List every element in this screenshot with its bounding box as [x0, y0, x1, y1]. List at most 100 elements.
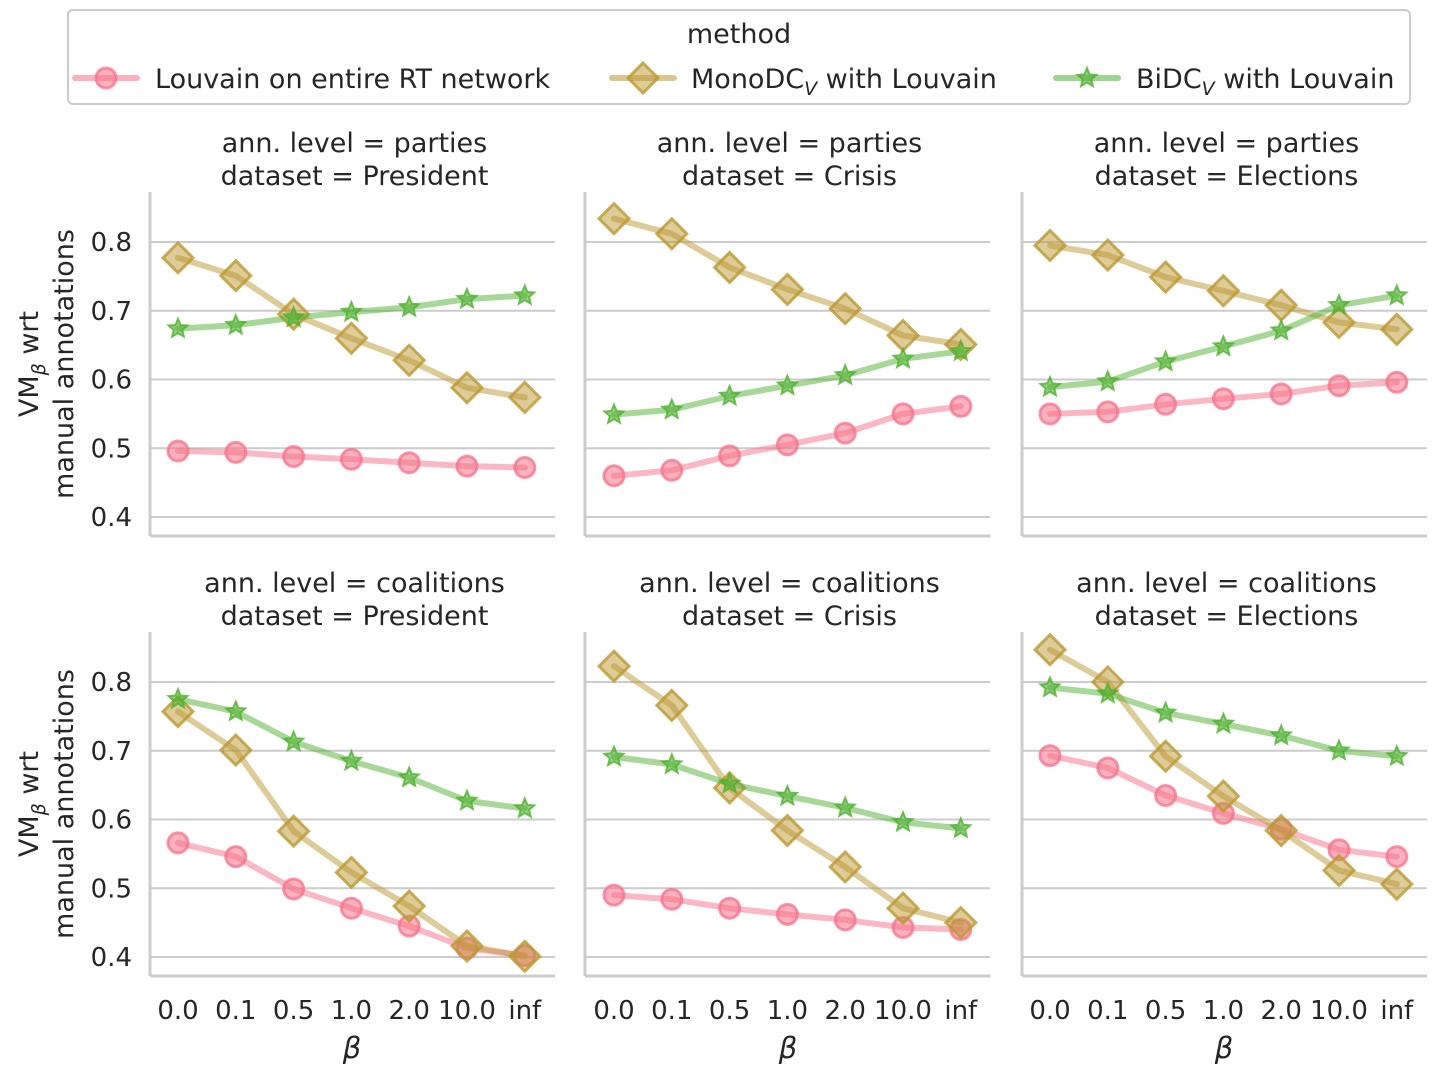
data-point-bidc-6	[1384, 282, 1409, 306]
data-point-louvain-2	[282, 445, 306, 468]
data-point-mono-dc-4	[392, 343, 427, 378]
series-bidc	[166, 282, 537, 339]
data-point-louvain-3	[775, 433, 799, 457]
data-point-louvain-5	[455, 454, 479, 478]
data-point-bidc-1	[1095, 368, 1120, 392]
series-mono-dc	[596, 201, 978, 362]
data-point-bidc-1	[223, 312, 248, 336]
y-axis-label-main: VM	[14, 815, 45, 857]
series-mono-dc	[160, 240, 542, 415]
y-axis-label-line1: VMβ wrt	[14, 311, 50, 417]
data-point-mono-dc-5	[885, 891, 921, 926]
data-point-louvain-3	[1211, 387, 1235, 411]
x-tick-label: 1.0	[767, 996, 808, 1026]
data-point-mono-dc-6	[507, 380, 542, 415]
data-point-louvain-6	[949, 394, 973, 418]
data-point-mono-dc-6	[507, 939, 542, 974]
data-point-mono-dc-1	[654, 216, 689, 251]
data-point-bidc-6	[948, 338, 973, 362]
data-point-bidc-1	[223, 698, 248, 722]
data-point-mono-dc-4	[828, 291, 863, 326]
series-louvain	[166, 439, 537, 479]
data-point-bidc-2	[281, 729, 306, 753]
data-point-louvain-6	[513, 456, 537, 479]
y-axis-label-tail: wrt	[14, 751, 45, 803]
data-point-mono-dc-0	[160, 694, 196, 729]
y-axis-label-line2: manual annotations	[49, 229, 80, 499]
data-point-mono-dc-3	[334, 321, 369, 356]
legend-marker-circle	[94, 66, 118, 90]
legend-label: MonoDCV with Louvain	[691, 64, 997, 100]
data-point-mono-dc-0	[1032, 632, 1068, 667]
legend-label-subscript: V	[804, 78, 819, 100]
data-point-bidc-0	[1038, 674, 1062, 698]
x-tick-label: 0.1	[651, 996, 692, 1026]
data-point-louvain-2	[1154, 392, 1178, 416]
y-tick-label: 0.7	[91, 297, 132, 327]
data-point-mono-dc-6	[943, 905, 978, 940]
data-point-louvain-3	[339, 447, 363, 471]
data-point-mono-dc-3	[334, 855, 369, 890]
y-tick-label: 0.8	[91, 668, 132, 698]
y-tick-label: 0.8	[91, 228, 132, 258]
data-point-bidc-5	[1327, 738, 1351, 761]
series-mono-dc	[1032, 632, 1414, 902]
panel-title-level: ann. level = parties	[657, 128, 922, 159]
data-point-bidc-5	[455, 286, 479, 310]
x-tick-label: 10.0	[438, 996, 496, 1026]
data-point-mono-dc-2	[276, 814, 311, 849]
x-tick-label: 2.0	[1261, 996, 1302, 1026]
series-mono-dc	[160, 694, 542, 974]
x-tick-label: 0.1	[215, 996, 256, 1026]
series-louvain	[1038, 370, 1409, 426]
x-tick-label: 0.0	[593, 996, 634, 1026]
y-tick-label: 0.7	[91, 737, 132, 767]
legend-entry-bidc: BiDCV with Louvain	[1053, 64, 1394, 100]
data-point-louvain-2	[1154, 783, 1178, 807]
legend-entry-mono-dc: MonoDCV with Louvain	[609, 60, 997, 100]
x-tick-label: 0.5	[709, 996, 750, 1026]
x-tick-label: 0.5	[273, 996, 314, 1026]
data-point-louvain-1	[660, 458, 684, 482]
data-point-bidc-5	[1327, 292, 1351, 316]
panel-title-level: ann. level = coalitions	[204, 568, 505, 599]
series-louvain	[602, 394, 973, 488]
legend-label-main: Louvain on entire RT network	[155, 64, 551, 95]
panel-title-dataset: dataset = President	[221, 601, 489, 632]
data-point-mono-dc-2	[1148, 739, 1183, 774]
data-point-bidc-1	[659, 397, 684, 420]
x-tick-label: 1.0	[331, 996, 372, 1026]
data-point-mono-dc-5	[449, 370, 485, 405]
x-tick-label: 10.0	[874, 996, 932, 1026]
data-point-louvain-3	[775, 902, 799, 926]
x-tick-label: 10.0	[1310, 996, 1368, 1026]
data-point-mono-dc-1	[654, 688, 689, 723]
data-point-bidc-0	[166, 315, 190, 339]
series-bidc	[602, 338, 973, 425]
panel-title-dataset: dataset = Crisis	[682, 161, 897, 192]
data-point-bidc-3	[339, 299, 364, 323]
series-bidc	[166, 686, 537, 819]
panel-title-dataset: dataset = President	[221, 161, 489, 192]
legend-label: Louvain on entire RT network	[155, 64, 551, 95]
data-point-mono-dc-1	[1090, 237, 1125, 273]
x-axis-label-col-3: β	[1214, 1031, 1234, 1065]
data-point-mono-dc-5	[1321, 853, 1357, 888]
data-point-mono-dc-4	[1264, 813, 1299, 848]
data-point-mono-dc-1	[218, 732, 253, 768]
legend-label-main: BiDC	[1136, 64, 1202, 95]
data-point-louvain-1	[1096, 400, 1120, 424]
data-point-louvain-6	[1385, 845, 1409, 869]
data-point-mono-dc-2	[712, 250, 747, 285]
y-axis-label-line1: VMβ wrt	[14, 751, 50, 857]
data-point-louvain-0	[602, 464, 626, 488]
panel-title-dataset: dataset = Elections	[1095, 161, 1359, 192]
x-tick-label: 0.0	[1029, 996, 1070, 1026]
panel-title-dataset: dataset = Crisis	[682, 601, 897, 632]
data-point-mono-dc-0	[596, 649, 632, 684]
data-point-louvain-4	[833, 421, 857, 445]
